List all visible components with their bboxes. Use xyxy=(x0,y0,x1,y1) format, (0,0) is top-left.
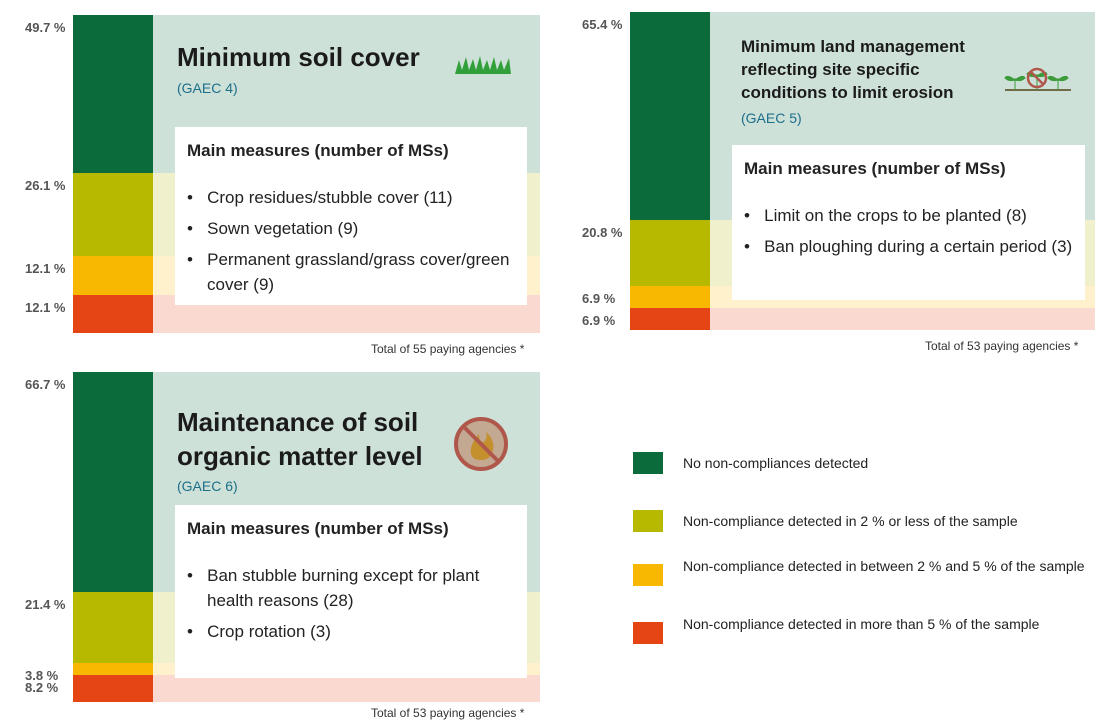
panel-title: Minimum soil cover xyxy=(177,42,420,72)
measure-item: • Crop rotation (3) xyxy=(187,622,331,641)
measures-box xyxy=(175,127,527,305)
gaec-code: (GAEC 6) xyxy=(177,478,238,494)
note: Total of 55 paying agencies * xyxy=(371,342,525,356)
bar-segment xyxy=(73,173,153,257)
panel-title: Minimum land management reflecting site … xyxy=(741,37,965,102)
seedling-icon xyxy=(1004,67,1071,91)
bar-segment xyxy=(73,675,153,703)
no-fire-icon xyxy=(454,417,508,471)
value-label: 65.4 % xyxy=(582,17,623,32)
value-label: 8.2 % xyxy=(25,680,59,696)
value-label: 21.4 % xyxy=(25,597,66,613)
legend-label: Non-compliance detected in 2 % or less o… xyxy=(683,513,1018,529)
bar-segment xyxy=(630,286,710,309)
value-label: 26.1 % xyxy=(25,178,66,194)
panel-title: Maintenance of soil organic matter level xyxy=(177,407,423,471)
bar-segment xyxy=(73,256,153,295)
bar-segment xyxy=(73,662,153,676)
measure-item: • Permanent grassland/grass cover/green … xyxy=(187,250,510,294)
value-label: 20.8 % xyxy=(582,224,623,240)
gaec-code: (GAEC 5) xyxy=(741,110,802,126)
measure-item: • Limit on the crops to be planted (8) xyxy=(744,206,1027,225)
legend-swatch xyxy=(633,452,663,474)
note: Total of 53 paying agencies * xyxy=(371,706,525,720)
measure-item: • Ban stubble burning except for plant h… xyxy=(187,566,480,610)
gaec-code: (GAEC 4) xyxy=(177,80,238,96)
note: Total of 53 paying agencies * xyxy=(925,339,1079,353)
value-label: 6.9 % xyxy=(582,313,616,329)
value-label: 12.1 % xyxy=(25,261,66,277)
measures-box xyxy=(732,145,1085,300)
measures-box xyxy=(175,505,527,678)
grass-icon xyxy=(455,56,511,74)
legend-label: No non-compliances detected xyxy=(683,455,869,471)
bar-segment xyxy=(630,219,710,287)
value-label: 12.1 % xyxy=(25,299,66,315)
measure-item: • Ban ploughing during a certain period … xyxy=(744,237,1073,256)
value-label: 49.7 % xyxy=(25,20,66,35)
value-label: 66.7 % xyxy=(25,377,66,392)
value-label: 3.8 % xyxy=(25,667,59,683)
legend-swatch xyxy=(633,510,663,532)
band xyxy=(153,675,540,703)
bar-segment xyxy=(73,15,153,174)
legend-swatch xyxy=(633,564,663,586)
measures-title: Main measures (number of MSs) xyxy=(187,141,449,160)
measure-item: • Crop residues/stubble cover (11) xyxy=(187,188,453,207)
bar-segment xyxy=(73,294,153,333)
legend-label: Non-compliance detected in more than 5 %… xyxy=(683,616,1040,632)
legend-swatch xyxy=(633,622,663,644)
bar-segment xyxy=(630,308,710,330)
measures-title: Main measures (number of MSs) xyxy=(744,159,1006,178)
bar-segment xyxy=(630,12,710,220)
bar-segment xyxy=(73,592,153,663)
band xyxy=(710,308,1095,330)
legend-label: Non-compliance detected in between 2 % a… xyxy=(683,558,1085,574)
value-label: 6.9 % xyxy=(582,291,616,307)
measures-title: Main measures (number of MSs) xyxy=(187,519,449,538)
bar-segment xyxy=(73,372,153,593)
measure-item: • Sown vegetation (9) xyxy=(187,219,359,238)
